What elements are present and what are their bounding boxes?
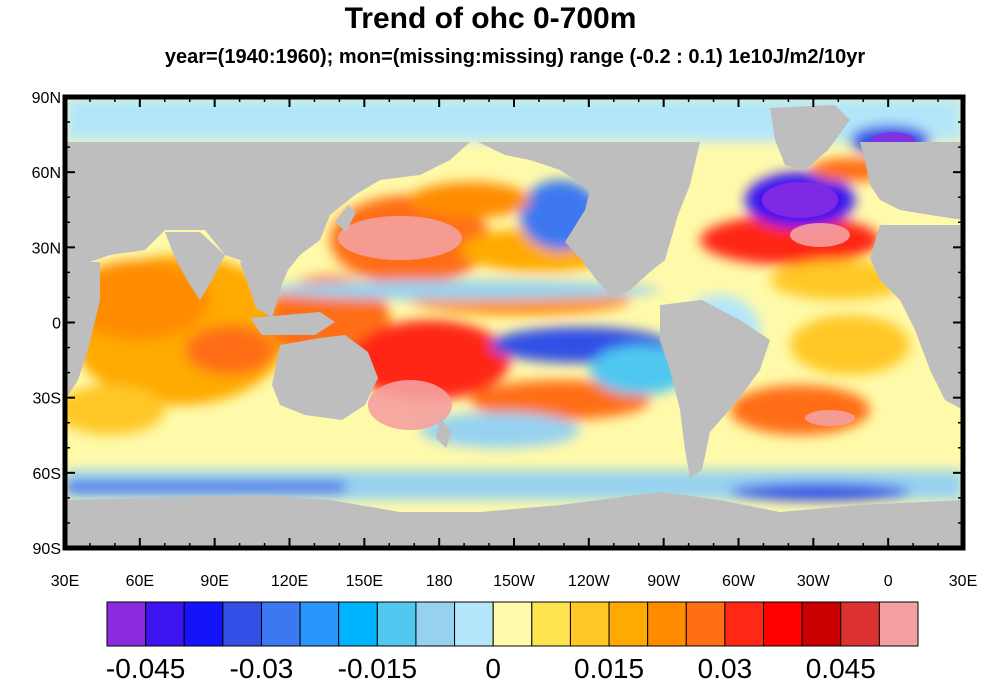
colorbar-swatch [878, 601, 919, 647]
land-japan [335, 205, 356, 232]
land-indonesia [250, 312, 335, 335]
x-tick-label: 150E [346, 573, 383, 590]
colorbar-swatch [647, 601, 687, 647]
y-tick-label: 30S [33, 391, 61, 408]
land-antarctica [65, 492, 963, 548]
colorbar-label: -0.015 [338, 653, 417, 681]
purple-blob-natlantic [762, 182, 838, 218]
x-tick-label: 180 [426, 573, 453, 590]
colorbar-swatch [222, 601, 262, 647]
x-tick-label: 120W [568, 573, 611, 590]
colorbar-label: -0.045 [106, 653, 185, 681]
land-africa-south [65, 262, 100, 400]
colorbar-swatch [531, 601, 571, 647]
y-tick-label: 90S [33, 541, 61, 558]
colorbar-label: 0.03 [698, 653, 753, 681]
x-tick-label: 120E [271, 573, 308, 590]
land-new-zealand [436, 418, 452, 448]
colorbar-swatch [415, 601, 456, 647]
colorbar-label: 0.015 [574, 653, 644, 681]
x-tick-label: 90E [200, 573, 228, 590]
land-india [165, 232, 225, 300]
pink-blob-satlantic [805, 410, 855, 426]
x-tick-label: 30W [797, 573, 831, 590]
x-tick-label: 60E [126, 573, 154, 590]
x-tick-label: 150W [493, 573, 536, 590]
y-tick-label: 60N [32, 165, 61, 182]
land-asia [228, 142, 470, 300]
colorbar-swatch [145, 601, 185, 647]
colorbar-swatch [685, 601, 726, 647]
land-indochina [240, 262, 282, 318]
colorbar-swatch [724, 601, 765, 647]
chart-title: Trend of ohc 0-700m [344, 2, 637, 35]
x-axis: 30E 60E 90E 120E 150E 180 150W 120W 90W 60W 30W 0 30… [51, 97, 977, 590]
x-tick-label: 30E [51, 573, 79, 590]
x-tick-label: 90W [647, 573, 681, 590]
colorbar-swatch [106, 601, 147, 647]
colorbar-swatch [801, 601, 842, 647]
land-africa-east [870, 225, 963, 410]
colorbar-label: 0 [485, 653, 501, 681]
y-tick-label: 90N [32, 90, 61, 107]
colorbar-swatch [608, 601, 649, 647]
land-north-america [478, 142, 700, 298]
colorbar-label: 0.045 [806, 653, 876, 681]
land-greenland [770, 105, 850, 170]
land-europe [860, 142, 963, 220]
land-masses [65, 105, 963, 548]
x-tick-label: 0 [884, 573, 893, 590]
chart-subtitle: year=(1940:1960); mon=(missing:missing) … [164, 46, 866, 68]
colorbar-label: -0.03 [230, 653, 294, 681]
y-tick-label: 30N [32, 240, 61, 257]
colorbar-swatch [338, 601, 378, 647]
pink-blob-australia-s [368, 380, 452, 430]
pink-blob-npacific [338, 216, 462, 260]
x-tick-label: 60W [722, 573, 756, 590]
colorbar-swatch [569, 601, 610, 647]
x-tick-label: 30E [949, 573, 977, 590]
y-tick-label: 60S [33, 466, 61, 483]
y-axis: 90N 60N 30N 0 30S 60S 90S [32, 90, 963, 558]
colorbar-swatch [376, 601, 417, 647]
colorbar-swatch [840, 601, 880, 647]
colorbar-swatch [763, 601, 803, 647]
land-south-america [660, 300, 770, 478]
pink-blob-natlantic [790, 223, 850, 247]
colorbar-swatch [260, 601, 301, 647]
land-australia [272, 335, 378, 420]
colorbar-swatch [492, 601, 533, 647]
y-tick-label: 0 [52, 316, 61, 333]
colorbar-swatch [454, 601, 494, 647]
land-africa [65, 142, 280, 262]
colorbar-swatch [299, 601, 340, 647]
colorbar: -0.045 -0.03 -0.015 0 0.015 0.03 0.045 [106, 601, 919, 681]
colorbar-swatch [183, 601, 224, 647]
